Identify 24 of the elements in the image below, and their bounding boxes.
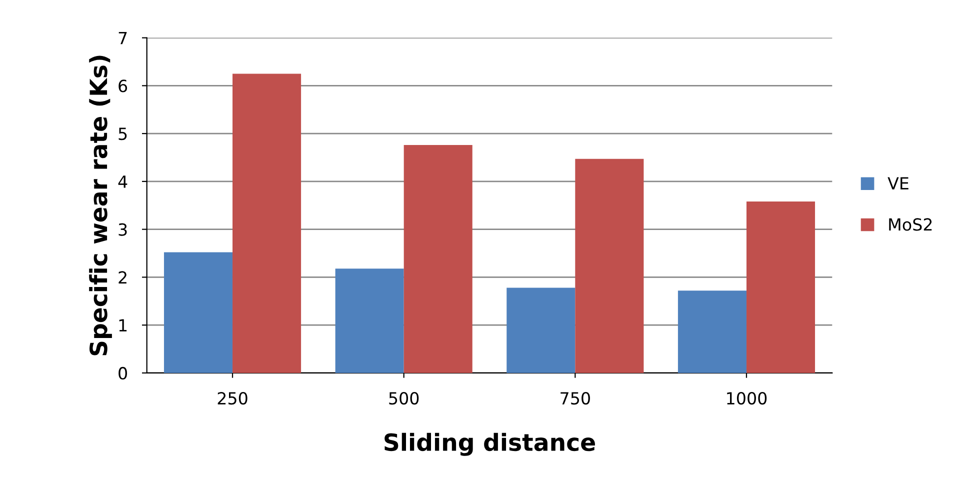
bar xyxy=(335,268,404,373)
y-axis-title: Specific wear rate (Ks) xyxy=(89,56,112,356)
y-tick-label: 7 xyxy=(118,32,127,44)
x-tick-label: 1000 xyxy=(727,392,767,405)
legend-label: MoS2 xyxy=(889,218,932,231)
bar xyxy=(164,252,233,373)
x-tick-label: 750 xyxy=(560,392,590,405)
y-tick-label: 4 xyxy=(118,176,128,188)
bar xyxy=(232,74,302,373)
x-tick-label: 500 xyxy=(389,392,419,405)
bar xyxy=(746,202,816,373)
y-tick-label: 5 xyxy=(118,128,127,140)
y-tick-label: 6 xyxy=(118,80,128,92)
x-tick-label: 250 xyxy=(218,392,248,405)
legend-label: VE xyxy=(888,177,908,190)
bar xyxy=(506,288,576,373)
bar xyxy=(678,290,746,373)
y-tick-label: 2 xyxy=(118,271,126,284)
y-tick-label: 1 xyxy=(119,319,127,332)
x-axis-title: Sliding distance xyxy=(384,432,595,456)
bar xyxy=(404,145,472,373)
bar xyxy=(575,158,644,373)
y-tick-label: 0 xyxy=(118,366,127,380)
y-tick-label: 3 xyxy=(118,223,127,236)
